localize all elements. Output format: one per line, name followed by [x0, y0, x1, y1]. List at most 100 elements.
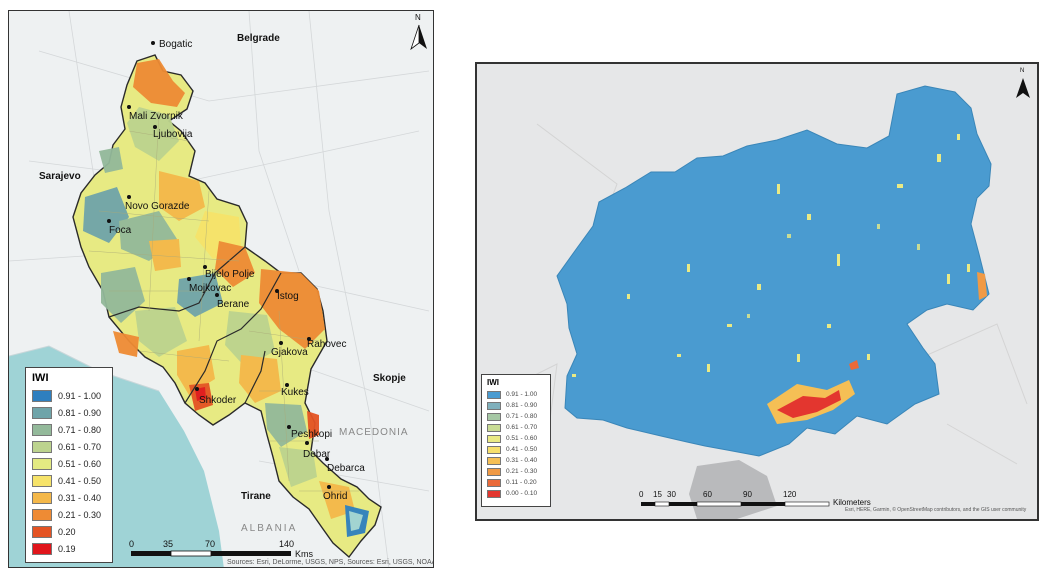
legend-label: 0.51 - 0.60	[58, 458, 102, 469]
legend-title: IWI	[32, 372, 49, 384]
city-dot	[287, 425, 291, 429]
legend-swatch	[487, 423, 501, 432]
label-skopje: Skopje	[373, 373, 406, 384]
legend-label: 0.61 - 0.70	[506, 424, 538, 431]
legend-row: 0.11 - 0.20	[487, 477, 550, 488]
label-sarajevo: Sarajevo	[39, 171, 81, 182]
legend-row: 0.51 - 0.60	[32, 455, 112, 472]
legend-swatch	[487, 390, 501, 399]
legend-row: 0.91 - 1.00	[487, 389, 550, 400]
city-debar: Debar	[303, 449, 331, 460]
city-dot	[127, 195, 131, 199]
city-peshkopi: Peshkopi	[291, 429, 333, 440]
city-kukes: Kukes	[281, 387, 309, 398]
city-istog: Istog	[277, 291, 299, 302]
legend-row: 0.61 - 0.70	[32, 438, 112, 455]
legend-swatch	[487, 412, 501, 421]
legend-label: 0.11 - 0.20	[506, 479, 537, 486]
city-dot	[305, 441, 309, 445]
scale-tick-140: 140	[279, 539, 295, 549]
scale-tick-120: 120	[783, 490, 797, 499]
iwi-legend: IWI 0.91 - 1.00 0.81 - 0.90 0.71 - 0.80 0.6…	[481, 374, 551, 507]
city-bijelo-polje: Bijelo Polje	[205, 269, 255, 280]
label-macedonia: MACEDONIA	[339, 427, 409, 438]
scale-tick-60: 60	[703, 490, 712, 499]
legend-row: 0.61 - 0.70	[487, 422, 550, 433]
city-dot	[285, 383, 289, 387]
legend-row: 0.71 - 0.80	[32, 421, 112, 438]
scale-tick-35: 35	[163, 539, 174, 549]
legend-swatch	[487, 434, 501, 443]
city-mali-zvornik: Mali Zvornik	[129, 111, 183, 122]
city-ljubovija: Ljubovija	[153, 129, 193, 140]
legend-swatch	[487, 445, 501, 454]
north-arrow-icon	[410, 24, 427, 51]
city-dot	[153, 125, 157, 129]
legend-label: 0.21 - 0.30	[506, 468, 538, 475]
legend-row: 0.91 - 1.00	[32, 387, 112, 404]
scale-tick-70: 70	[205, 539, 216, 549]
city-dot	[151, 41, 155, 45]
legend-swatch	[32, 474, 52, 487]
scale-tick-90: 90	[743, 490, 752, 499]
iwi-legend: IWI 0.91 - 1.00 0.81 - 0.90 0.71 - 0.80 0.6…	[25, 367, 113, 563]
north-label: N	[415, 13, 421, 22]
legend-row: 0.81 - 0.90	[487, 400, 550, 411]
scale-tick-15: 15	[653, 490, 662, 499]
legend-label: 0.81 - 0.90	[58, 407, 102, 418]
left-map-canvas	[9, 11, 430, 567]
scale-unit: Kilometers	[833, 498, 871, 507]
legend-row: 0.21 - 0.30	[487, 466, 550, 477]
legend-label: 0.91 - 1.00	[58, 390, 102, 401]
legend-row: 0.31 - 0.40	[487, 455, 550, 466]
legend-label: 0.51 - 0.60	[506, 435, 538, 442]
city-shkoder: Shkoder	[199, 395, 237, 406]
legend-label: 0.31 - 0.40	[58, 492, 102, 503]
scale-bar	[641, 501, 830, 507]
legend-swatch	[487, 489, 501, 498]
legend-swatch	[32, 508, 52, 521]
legend-label: 0.61 - 0.70	[58, 441, 102, 452]
legend-swatch	[32, 423, 52, 436]
attribution: Sources: Esri, DeLorme, USGS, NPS, Sourc…	[227, 559, 434, 566]
city-foca: Foca	[109, 225, 132, 236]
scale-tick-30: 30	[667, 490, 676, 499]
legend-row: 0.71 - 0.80	[487, 411, 550, 422]
legend-row: 0.31 - 0.40	[32, 489, 112, 506]
city-dot	[327, 485, 331, 489]
city-dot	[325, 457, 329, 461]
city-dot	[275, 289, 279, 293]
legend-swatch	[32, 525, 52, 538]
north-label: N	[1020, 68, 1025, 74]
north-arrow-icon	[1016, 78, 1030, 98]
legend-row: 0.21 - 0.30	[32, 506, 112, 523]
legend-title: IWI	[487, 378, 499, 387]
legend-label: 0.71 - 0.80	[506, 413, 538, 420]
city-dot	[107, 219, 111, 223]
city-berane: Berane	[217, 299, 250, 310]
left-map-panel[interactable]: Belgrade Sarajevo Skopje Tirane ALBANIA …	[8, 10, 434, 568]
label-albania: ALBANIA	[241, 523, 298, 534]
legend-swatch	[32, 389, 52, 402]
city-dot	[195, 387, 199, 391]
city-dot	[127, 105, 131, 109]
city-mojkovac: Mojkovac	[189, 283, 232, 294]
legend-swatch	[32, 440, 52, 453]
scale-unit: Kms	[295, 549, 313, 559]
legend-swatch	[32, 457, 52, 470]
right-map-canvas	[496, 85, 1028, 519]
legend-swatch	[487, 456, 501, 465]
legend-swatch	[32, 491, 52, 504]
legend-swatch	[487, 401, 501, 410]
city-novo-gorazde: Novo Gorazde	[125, 201, 190, 212]
right-map-panel[interactable]: N IWI 0.91 - 1.00 0.81 - 0.90 0.71 - 0.80 0…	[475, 62, 1039, 521]
legend-label: 0.00 - 0.10	[506, 490, 538, 497]
scale-tick-0: 0	[129, 539, 135, 549]
city-dot	[187, 277, 191, 281]
legend-row: 0.20	[32, 523, 112, 540]
legend-swatch	[32, 406, 52, 419]
label-tirane: Tirane	[241, 491, 271, 502]
scale-bar	[131, 550, 291, 557]
legend-label: 0.20	[58, 526, 76, 537]
legend-row: 0.41 - 0.50	[487, 444, 550, 455]
